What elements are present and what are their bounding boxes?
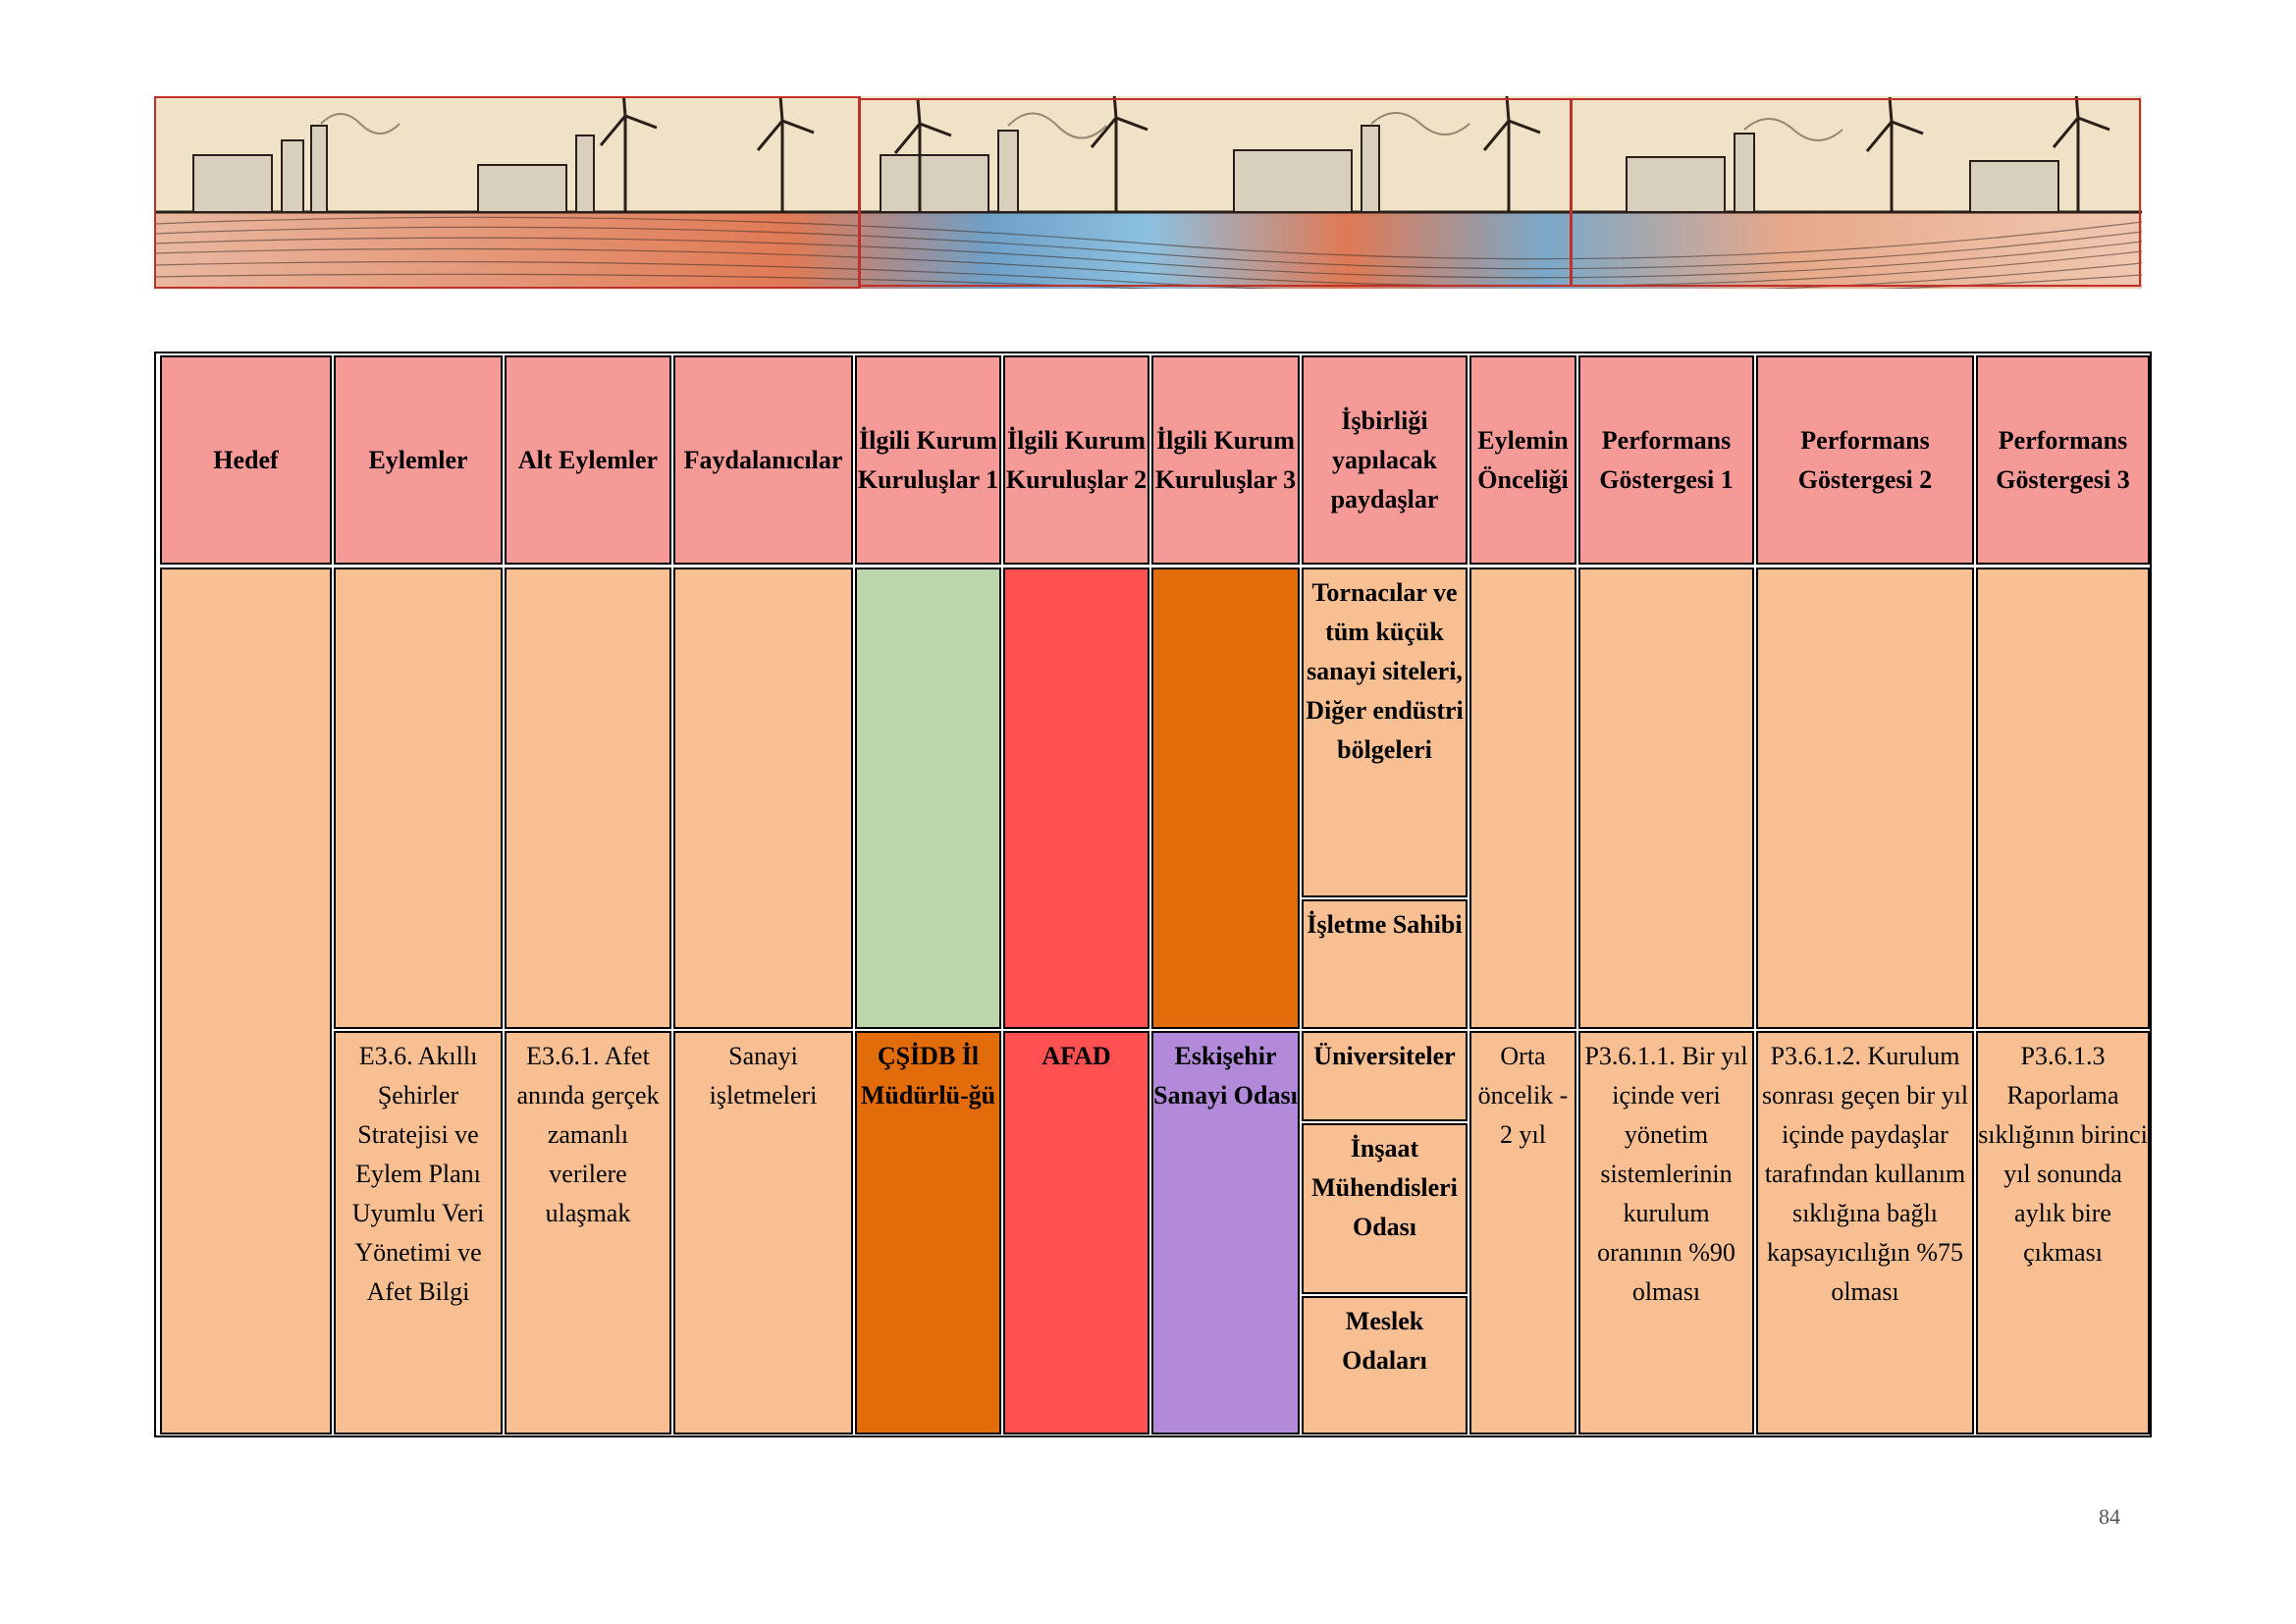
kurum-1-cell: ÇŞİDB İl Müdürlü-ğü bbox=[855, 1031, 1001, 1435]
eylemler-cell: E3.6. Akıllı Şehirler Stratejisi ve Eyle… bbox=[334, 1031, 503, 1435]
empty-cell bbox=[1003, 568, 1149, 1029]
header-eylemler: Eylemler bbox=[334, 355, 503, 565]
header-isbirligi: İşbirliği yapılacak paydaşlar bbox=[1302, 355, 1468, 565]
kurum-2-cell: AFAD bbox=[1003, 1031, 1149, 1435]
empty-cell bbox=[1756, 568, 1974, 1029]
empty-cell bbox=[673, 568, 853, 1029]
pg-2-cell: P3.6.1.2. Kurulum sonrası geçen bir yıl … bbox=[1756, 1031, 1974, 1435]
kurum-3-cell: Eskişehir Sanayi Odası bbox=[1151, 1031, 1300, 1435]
action-plan-table: Hedef Eylemler Alt Eylemler Faydalanıcıl… bbox=[154, 352, 2152, 1437]
header-kurum-2: İlgili Kurum Kuruluşlar 2 bbox=[1003, 355, 1149, 565]
empty-cell bbox=[1151, 568, 1300, 1029]
page-number: 84 bbox=[2099, 1504, 2120, 1529]
header-kurum-3: İlgili Kurum Kuruluşlar 3 bbox=[1151, 355, 1300, 565]
header-hedef: Hedef bbox=[160, 355, 332, 565]
stakeholder-isletme-sahibi: İşletme Sahibi bbox=[1302, 899, 1468, 1029]
empty-cell bbox=[1469, 568, 1576, 1029]
header-alt-eylemler: Alt Eylemler bbox=[505, 355, 671, 565]
oncelik-cell: Orta öncelik - 2 yıl bbox=[1469, 1031, 1576, 1435]
stakeholder-tornacilar: Tornacılar ve tüm küçük sanayi siteleri,… bbox=[1302, 568, 1468, 897]
stakeholder-insaat-muhendisleri: İnşaat Mühendisleri Odası bbox=[1302, 1123, 1468, 1294]
header-pg-2: Performans Göstergesi 2 bbox=[1756, 355, 1974, 565]
empty-cell bbox=[1578, 568, 1754, 1029]
alt-eylemler-cell: E3.6.1. Afet anında gerçek zamanlı veril… bbox=[505, 1031, 671, 1435]
empty-cell bbox=[334, 568, 503, 1029]
faydalanicilar-cell: Sanayi işletmeleri bbox=[673, 1031, 853, 1435]
header-pg-3: Performans Göstergesi 3 bbox=[1976, 355, 2150, 565]
header-pg-1: Performans Göstergesi 1 bbox=[1578, 355, 1754, 565]
pg-1-cell: P3.6.1.1. Bir yıl içinde veri yönetim si… bbox=[1578, 1031, 1754, 1435]
stakeholder-meslek-odalari: Meslek Odaları bbox=[1302, 1296, 1468, 1435]
empty-cell bbox=[855, 568, 1001, 1029]
header-oncelik: Eylemin Önceliği bbox=[1469, 355, 1576, 565]
stakeholder-universiteler: Üniversiteler bbox=[1302, 1031, 1468, 1121]
empty-cell bbox=[505, 568, 671, 1029]
hedef-cell bbox=[160, 568, 332, 1435]
pg-3-cell: P3.6.1.3 Raporlama sıklığının birinci yı… bbox=[1976, 1031, 2150, 1435]
industrial-landscape-illustration bbox=[153, 90, 2143, 298]
empty-cell bbox=[1976, 568, 2150, 1029]
header-kurum-1: İlgili Kurum Kuruluşlar 1 bbox=[855, 355, 1001, 565]
header-faydalanicilar: Faydalanıcılar bbox=[673, 355, 853, 565]
